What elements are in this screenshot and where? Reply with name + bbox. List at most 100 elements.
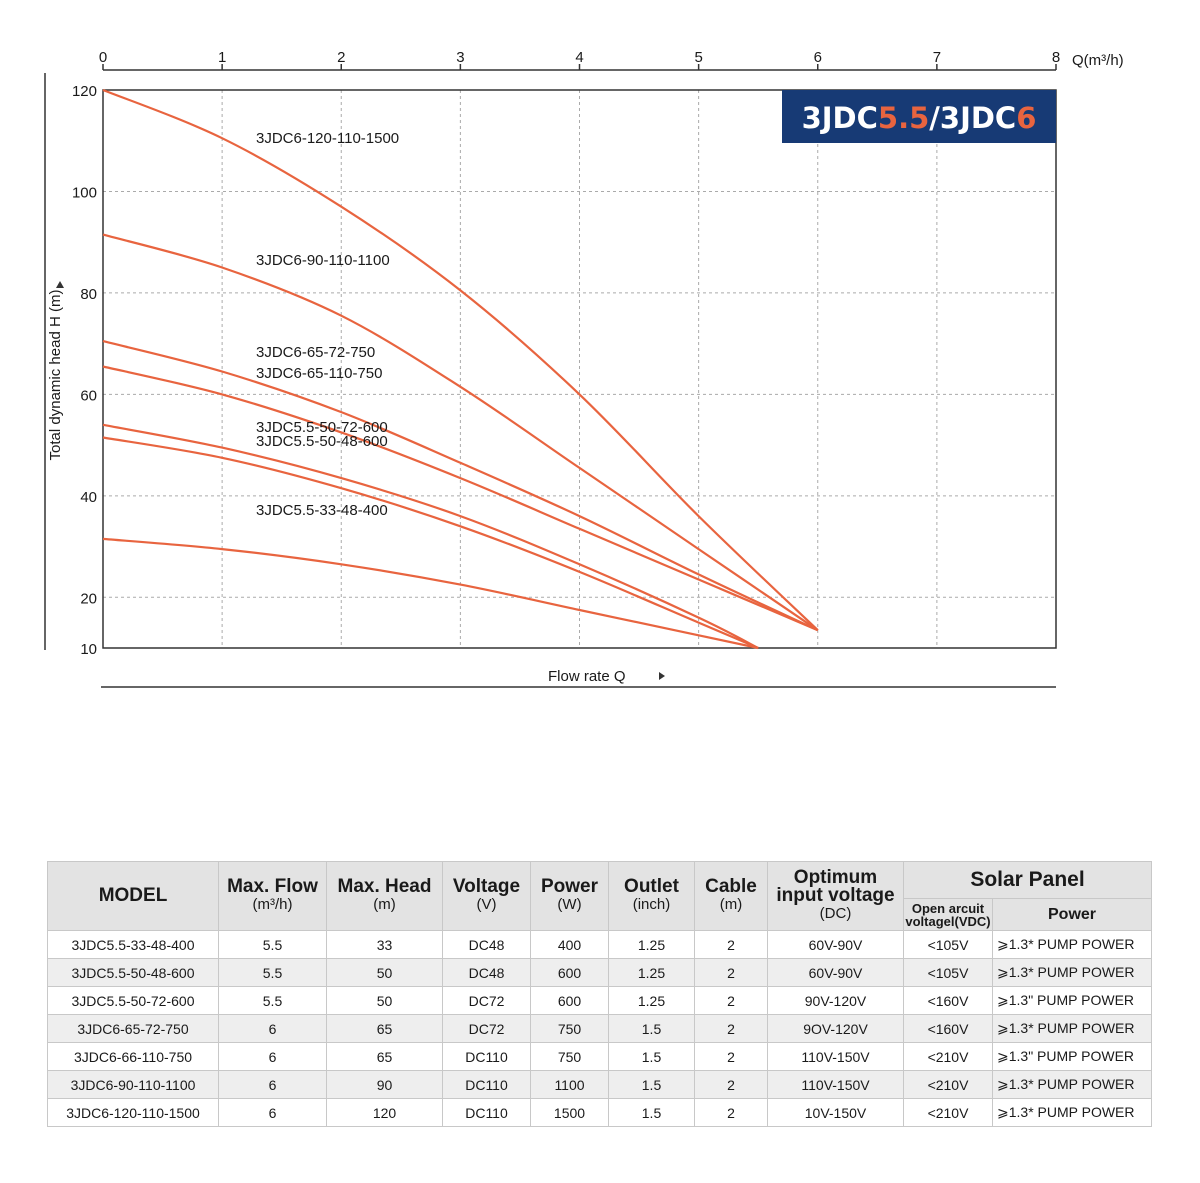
table-cell: 110V-150V — [767, 1070, 904, 1099]
table-cell: 6 — [218, 1070, 327, 1099]
table-cell: 2 — [694, 930, 768, 959]
table-cell: 1.25 — [608, 986, 695, 1015]
x-tick-label: 8 — [1052, 49, 1060, 66]
table-cell: ⩾1.3" PUMP POWER — [991, 986, 1153, 1015]
table-cell: 1.5 — [608, 1098, 695, 1127]
table-cell: 1.5 — [608, 1070, 695, 1099]
table-cell: <160V — [903, 986, 993, 1015]
table-cell: 50 — [326, 986, 443, 1015]
curve-label: 3JDC6-90-110-1100 — [256, 252, 390, 269]
y-tick-label: 60 — [80, 387, 97, 404]
table-cell: ⩾1.3* PUMP POWER — [991, 1014, 1153, 1043]
table-cell: 3JDC6-66-110-750 — [47, 1042, 219, 1071]
header-model: MODEL — [47, 861, 219, 931]
table-cell: <105V — [903, 958, 993, 987]
spec-table: MODEL Max. Flow (m³/h) Max. Head (m) Volta… — [47, 861, 1153, 1127]
curve-3JDC6-90-110-1100 — [102, 233, 819, 632]
y-axis-label: Total dynamic head H (m) — [47, 290, 64, 461]
x-axis-unit-label: Q(m³/h) — [1072, 52, 1124, 69]
chart-title-part: /3JDC — [929, 101, 1016, 135]
table-cell: 6 — [218, 1098, 327, 1127]
table-row: 3JDC5.5-50-72-600 5.5 50 DC72 600 1.25 2 90V-12… — [47, 986, 1153, 1015]
x-axis-arrow-icon — [659, 672, 665, 680]
header-voltage: Voltage (V) — [442, 861, 531, 931]
table-cell: 1.5 — [608, 1014, 695, 1043]
header-optimum-voltage: Optimum input voltage (DC) — [767, 861, 904, 931]
y-tick-label: 40 — [80, 489, 97, 506]
table-cell: 750 — [530, 1014, 609, 1043]
table-cell: 2 — [694, 1042, 768, 1071]
table-cell: 2 — [694, 1014, 768, 1043]
table-cell: DC72 — [442, 986, 531, 1015]
header-power: Power (W) — [530, 861, 609, 931]
y-tick-label: 20 — [80, 590, 97, 607]
table-cell: ⩾1.3* PUMP POWER — [991, 958, 1153, 987]
table-cell: DC48 — [442, 930, 531, 959]
table-cell: 10V-150V — [767, 1098, 904, 1127]
curve-3JDC6-65-110-750 — [102, 365, 819, 632]
table-cell: 1500 — [530, 1098, 609, 1127]
table-cell: 600 — [530, 958, 609, 987]
chart-title-part: 5.5 — [878, 101, 929, 135]
header-cable: Cable (m) — [694, 861, 768, 931]
table-cell: DC48 — [442, 958, 531, 987]
table-cell: 2 — [694, 986, 768, 1015]
table-cell: 3JDC6-120-110-1500 — [47, 1098, 219, 1127]
table-cell: DC110 — [442, 1098, 531, 1127]
y-tick-label: 10 — [80, 641, 97, 658]
table-cell: 1100 — [530, 1070, 609, 1099]
table-cell: 600 — [530, 986, 609, 1015]
y-tick-label: 100 — [72, 184, 97, 201]
y-axis-arrow-icon — [56, 281, 64, 288]
table-cell: 110V-150V — [767, 1042, 904, 1071]
plot-frame — [102, 89, 1057, 649]
curve-label: 3JDC6-65-72-750 — [256, 344, 375, 361]
x-tick-label: 5 — [694, 49, 702, 66]
table-row: 3JDC5.5-33-48-400 5.5 33 DC48 400 1.25 2 60V-90… — [47, 930, 1153, 959]
chart-title-part: 3JDC — [802, 101, 878, 135]
table-cell: 5.5 — [218, 958, 327, 987]
table-cell: 3JDC5.5-50-72-600 — [47, 986, 219, 1015]
table-cell: <210V — [903, 1042, 993, 1071]
table-cell: 2 — [694, 958, 768, 987]
header-open-circuit-voltage: Open arcuit voltagel(VDC) — [903, 898, 993, 931]
header-max-flow: Max. Flow (m³/h) — [218, 861, 327, 931]
table-row: 3JDC6-66-110-750 6 65 DC110 750 1.5 2 110V-150V… — [47, 1042, 1153, 1071]
y-tick-label: 80 — [80, 286, 97, 303]
table-cell: ⩾1.3" PUMP POWER — [991, 1042, 1153, 1071]
x-tick-label: 3 — [456, 49, 464, 66]
table-row: 3JDC6-90-110-1100 6 90 DC110 1100 1.5 2 110V-15… — [47, 1070, 1153, 1099]
x-axis-label: Flow rate Q — [548, 668, 626, 685]
table-cell: <160V — [903, 1014, 993, 1043]
table-cell: 9OV-120V — [767, 1014, 904, 1043]
table-cell: 33 — [326, 930, 443, 959]
table-cell: 400 — [530, 930, 609, 959]
x-tick-label: 7 — [933, 49, 941, 66]
table-row: 3JDC6-65-72-750 6 65 DC72 750 1.5 2 9OV-120V <16… — [47, 1014, 1153, 1043]
curve-label: 3JDC5.5-50-48-600 — [256, 433, 388, 450]
x-tick-label: 0 — [99, 49, 107, 66]
chart-title-part: 6 — [1016, 101, 1036, 135]
x-tick-label: 1 — [218, 49, 226, 66]
table-cell: 60V-90V — [767, 958, 904, 987]
curve-3JDC5.5-50-72-600 — [102, 423, 759, 649]
header-outlet: Outlet (inch) — [608, 861, 695, 931]
table-cell: 90 — [326, 1070, 443, 1099]
curve-3JDC6-65-72-750 — [102, 340, 819, 632]
table-cell: 65 — [326, 1042, 443, 1071]
table-cell: 3JDC6-90-110-1100 — [47, 1070, 219, 1099]
x-tick-label: 4 — [575, 49, 583, 66]
table-cell: 120 — [326, 1098, 443, 1127]
table-cell: <210V — [903, 1070, 993, 1099]
table-cell: 3JDC5.5-50-48-600 — [47, 958, 219, 987]
table-cell: 3JDC5.5-33-48-400 — [47, 930, 219, 959]
table-body: 3JDC5.5-33-48-400 5.5 33 DC48 400 1.25 2 60V-90… — [47, 930, 1153, 1127]
header-max-head: Max. Head (m) — [326, 861, 443, 931]
table-cell: 5.5 — [218, 986, 327, 1015]
table-cell: ⩾1.3* PUMP POWER — [991, 1070, 1153, 1099]
curve-3JDC6-120-110-1500 — [102, 88, 819, 631]
curve-label: 3JDC5.5-33-48-400 — [256, 502, 388, 519]
curve-3JDC5.5-50-48-600 — [102, 436, 759, 650]
table-cell: 65 — [326, 1014, 443, 1043]
table-cell: 1.25 — [608, 930, 695, 959]
